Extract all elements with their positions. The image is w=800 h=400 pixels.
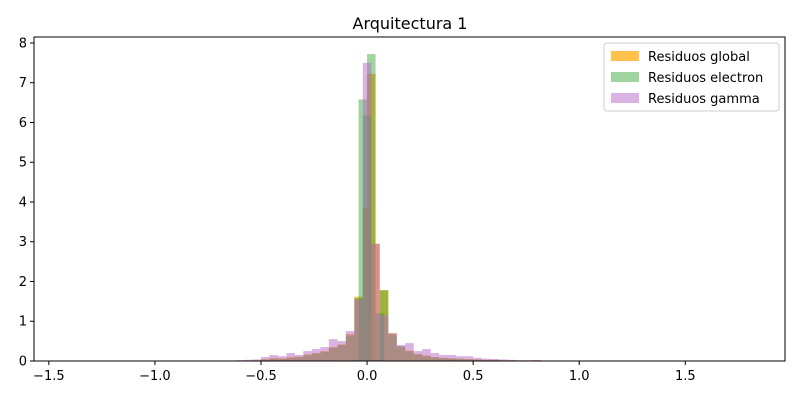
histogram-bar — [303, 351, 312, 361]
histogram-bar — [337, 341, 346, 361]
histogram-bar — [388, 333, 397, 361]
histogram-bar — [430, 353, 440, 361]
y-tick-label: 1 — [19, 315, 27, 330]
histogram-bar — [320, 347, 329, 361]
histogram-bar — [244, 359, 253, 361]
histogram-bar — [481, 358, 491, 361]
x-tick-label: 0.5 — [463, 369, 484, 384]
y-tick-label: 7 — [19, 76, 27, 91]
series-3-bars — [201, 62, 584, 362]
histogram-bar — [447, 355, 457, 361]
histogram-bar — [261, 357, 270, 361]
histogram-bar — [507, 359, 516, 361]
histogram-bar — [422, 349, 431, 361]
histogram-bar — [379, 315, 389, 361]
x-tick-label: 1.5 — [675, 369, 696, 384]
y-tick-label: 4 — [19, 195, 27, 210]
histogram-bar — [269, 355, 278, 361]
histogram-bar — [358, 99, 368, 361]
histogram-bar — [498, 359, 508, 361]
legend-label: Residuos global — [648, 50, 750, 65]
histogram-bar — [328, 339, 338, 361]
histogram-bar — [311, 349, 321, 361]
histogram-bar — [252, 359, 261, 361]
x-tick-label: −1.5 — [33, 369, 65, 384]
x-tick-label: −1.0 — [139, 369, 171, 384]
histogram-bar — [439, 355, 448, 361]
legend-label: Residuos electron — [648, 71, 763, 86]
histogram-bar — [464, 356, 474, 361]
histogram-bar — [413, 351, 423, 361]
legend: Residuos global Residuos electron Residuos… — [603, 42, 780, 112]
y-tick-label: 0 — [19, 355, 27, 370]
x-tick-label: 1.0 — [569, 369, 590, 384]
x-tick-label: −0.5 — [245, 369, 277, 384]
histogram-bar — [396, 345, 406, 361]
histogram-bar — [405, 343, 414, 361]
histogram-bars — [201, 54, 584, 362]
legend-swatch — [611, 93, 639, 103]
chart-title: Arquitectura 1 — [353, 14, 468, 33]
axes: −1.5 −1.0 −0.5 0.0 0.5 1.0 1.5 0 1 2 3 4 5 6 7 8 — [19, 36, 786, 384]
y-tick-label: 3 — [19, 235, 27, 250]
histogram-bar — [345, 331, 355, 361]
histogram-bar — [277, 356, 287, 361]
y-tick-label: 8 — [19, 36, 27, 51]
histogram-bar — [456, 356, 465, 361]
histogram-bar — [286, 353, 295, 361]
x-tick-label: 0.0 — [357, 369, 378, 384]
y-tick-label: 6 — [19, 116, 27, 131]
legend-swatch — [611, 51, 639, 61]
histogram-bar — [294, 355, 304, 361]
histogram-bar — [362, 62, 372, 362]
histogram-bar — [354, 299, 363, 361]
legend-label: Residuos gamma — [648, 92, 760, 107]
y-tick-label: 5 — [19, 156, 27, 171]
histogram-bar — [473, 357, 482, 361]
legend-box — [603, 42, 780, 112]
series-2-bars — [252, 54, 516, 362]
histogram-bar — [371, 243, 380, 361]
y-tick-label: 2 — [19, 275, 27, 290]
legend-swatch — [611, 72, 639, 82]
plot-frame — [33, 36, 786, 362]
histogram-bar — [490, 359, 499, 361]
